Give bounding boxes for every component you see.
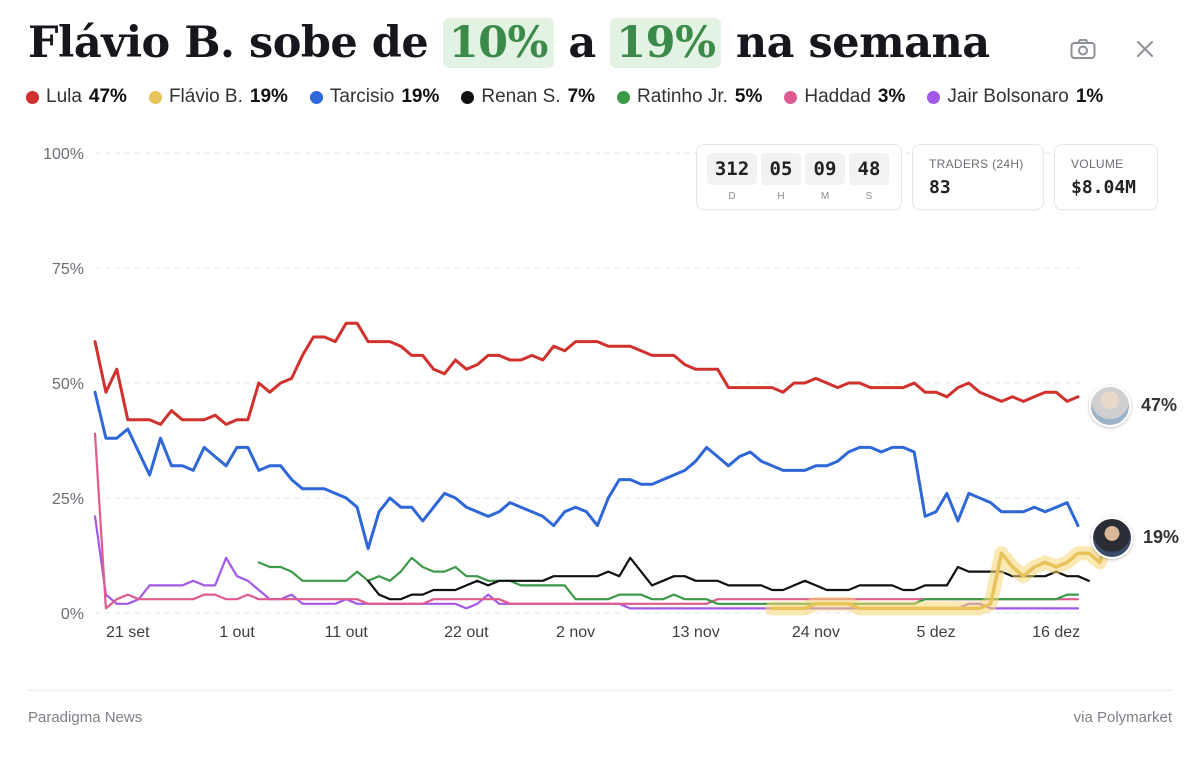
- legend-name: Lula: [46, 86, 82, 107]
- countdown-hours: 05 H: [761, 153, 801, 202]
- traders-card: TRADERS (24H) 83: [912, 144, 1044, 210]
- legend-item[interactable]: Ratinho Jr. 5%: [617, 86, 762, 108]
- legend-name: Jair Bolsonaro: [947, 86, 1069, 107]
- legend-item[interactable]: Lula 47%: [26, 86, 127, 108]
- x-tick-label: 16 dez: [1032, 624, 1080, 641]
- legend-name: Flávio B.: [168, 86, 243, 107]
- footer-via: via Polymarket: [1073, 709, 1172, 726]
- countdown-seconds-unit: S: [865, 191, 873, 202]
- flavio-avatar: [1091, 517, 1133, 559]
- x-tick-label: 21 set: [106, 624, 150, 641]
- y-tick-label: 0%: [61, 606, 84, 623]
- countdown-seconds-value: 48: [849, 153, 889, 185]
- x-tick-label: 24 nov: [792, 624, 840, 641]
- y-tick-label: 25%: [52, 491, 84, 508]
- volume-label: VOLUME: [1071, 157, 1124, 171]
- chart-legend: Lula 47% Flávio B. 19% Tarcisio 19% Renan S. 7%…: [26, 86, 1103, 108]
- title-suffix: na semana: [735, 18, 990, 68]
- lula-avatar: [1089, 385, 1131, 427]
- volume-value: $8.04M: [1071, 177, 1137, 198]
- x-tick-label: 1 out: [219, 624, 255, 641]
- countdown-card: 312 D 05 H 09 M 48 S: [696, 144, 902, 210]
- series-line-jair-bolsonaro: [93, 515, 1080, 610]
- series-line-renan-s: [367, 556, 1091, 601]
- legend-name: Haddad: [804, 86, 871, 107]
- close-icon[interactable]: [1130, 34, 1160, 64]
- x-tick-label: 13 nov: [672, 624, 720, 641]
- legend-item[interactable]: Haddad 3%: [784, 86, 905, 108]
- legend-dot: [461, 90, 475, 104]
- series-line-fl-vio-b: [770, 523, 1113, 611]
- series-line-tarcisio: [93, 390, 1080, 551]
- legend-dot: [26, 90, 39, 104]
- legend-value: 19%: [401, 86, 440, 107]
- legend-value: 5%: [734, 86, 763, 107]
- legend-dot: [927, 90, 941, 104]
- y-tick-label: 50%: [52, 376, 84, 393]
- y-tick-label: 100%: [43, 146, 84, 163]
- header-actions: [1068, 34, 1160, 64]
- footer-source: Paradigma News: [28, 709, 143, 726]
- countdown-minutes-value: 09: [805, 153, 845, 185]
- traders-label: TRADERS (24H): [929, 157, 1024, 171]
- series-line-lula: [93, 321, 1080, 426]
- legend-value: 1%: [1075, 86, 1104, 107]
- title-connector: a: [568, 18, 596, 68]
- line-chart: 100% 75% 50% 25% 0% 21 set 1 out 11 out 22 out 2 …: [43, 146, 1118, 641]
- legend-value: 47%: [88, 86, 127, 107]
- countdown-days-unit: D: [728, 191, 736, 202]
- title-to-value: 19%: [610, 18, 722, 68]
- x-tick-label: 2 nov: [556, 624, 595, 641]
- legend-name: Renan S.: [481, 86, 561, 107]
- legend-value: 19%: [249, 86, 288, 107]
- countdown-days-value: 312: [707, 153, 757, 185]
- legend-dot: [784, 90, 798, 104]
- series-line-haddad: [93, 432, 1080, 610]
- x-tick-label: 22 out: [444, 624, 489, 641]
- title-prefix: Flávio B. sobe de: [28, 18, 429, 68]
- legend-dot: [148, 90, 162, 104]
- camera-icon[interactable]: [1068, 34, 1098, 64]
- legend-item[interactable]: Flávio B. 19%: [148, 86, 288, 108]
- series-line-ratinho-jr: [257, 556, 1080, 605]
- legend-value: 3%: [877, 86, 906, 107]
- legend-name: Ratinho Jr.: [637, 86, 728, 107]
- legend-item[interactable]: Tarcisio 19%: [309, 86, 440, 108]
- legend-value: 7%: [567, 86, 596, 107]
- countdown-minutes-unit: M: [820, 191, 830, 202]
- footer-divider: [28, 690, 1172, 691]
- x-tick-label: 5 dez: [916, 624, 955, 641]
- volume-card: VOLUME $8.04M: [1054, 144, 1158, 210]
- legend-dot: [309, 90, 323, 104]
- countdown-seconds: 48 S: [849, 153, 889, 202]
- legend-item[interactable]: Renan S. 7%: [461, 86, 595, 108]
- legend-item[interactable]: Jair Bolsonaro 1%: [927, 86, 1103, 108]
- chart-title: Flávio B. sobe de 10% a 19% na semana: [28, 18, 990, 68]
- x-tick-label: 11 out: [325, 624, 369, 641]
- countdown-hours-unit: H: [777, 191, 785, 202]
- legend-name: Tarcisio: [329, 86, 395, 107]
- countdown-minutes: 09 M: [805, 153, 845, 202]
- flavio-end-label: 19%: [1143, 527, 1180, 547]
- countdown-hours-value: 05: [761, 153, 801, 185]
- countdown-days: 312 D: [707, 153, 757, 202]
- y-tick-label: 75%: [52, 261, 84, 278]
- traders-value: 83: [929, 177, 951, 198]
- title-from-value: 10%: [442, 18, 554, 68]
- legend-dot: [617, 90, 631, 104]
- lula-end-label: 47%: [1141, 395, 1178, 415]
